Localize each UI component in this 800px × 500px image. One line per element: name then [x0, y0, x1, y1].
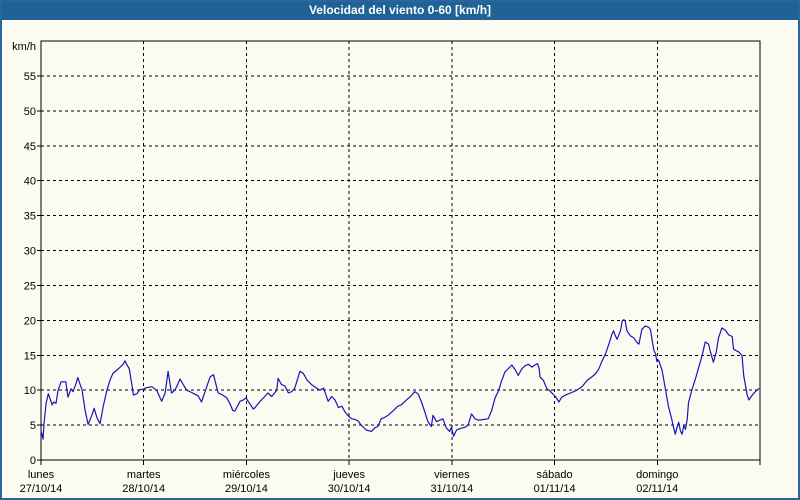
- x-date-label: 01/11/14: [534, 483, 576, 495]
- plot-border: [40, 40, 761, 461]
- y-tick-label: 50: [24, 106, 36, 118]
- x-date-label: 28/10/14: [122, 483, 165, 495]
- x-date-label: 27/10/14: [20, 483, 63, 495]
- x-day-label: domingo: [636, 469, 678, 481]
- x-day-label: viernes: [434, 469, 470, 481]
- x-date-label: 30/10/14: [328, 483, 371, 495]
- x-day-label: miércoles: [223, 469, 271, 481]
- y-axis-unit-label: km/h: [12, 41, 36, 53]
- y-tick-label: 30: [24, 246, 36, 258]
- x-day-label: martes: [127, 469, 161, 481]
- y-tick-label: 10: [24, 385, 36, 397]
- x-day-label: sábado: [537, 469, 573, 481]
- y-tick-label: 5: [30, 420, 36, 432]
- y-tick-label: 25: [24, 280, 36, 292]
- y-tick-label: 20: [24, 315, 36, 327]
- x-day-label: lunes: [28, 469, 55, 481]
- y-tick-label: 0: [30, 455, 36, 467]
- chart-title-bar: Velocidad del viento 0-60 [km/h]: [0, 0, 800, 20]
- x-date-label: 02/11/14: [636, 483, 678, 495]
- y-tick-label: 15: [24, 350, 36, 362]
- x-date-label: 29/10/14: [225, 483, 268, 495]
- y-tick-label: 45: [24, 141, 36, 153]
- x-date-label: 31/10/14: [430, 483, 473, 495]
- chart-title: Velocidad del viento 0-60 [km/h]: [308, 3, 492, 17]
- y-tick-label: 55: [24, 71, 36, 83]
- x-day-label: jueves: [332, 469, 365, 481]
- wind-speed-series-line: [40, 319, 760, 440]
- y-tick-label: 35: [24, 211, 36, 223]
- y-tick-label: 40: [24, 176, 36, 188]
